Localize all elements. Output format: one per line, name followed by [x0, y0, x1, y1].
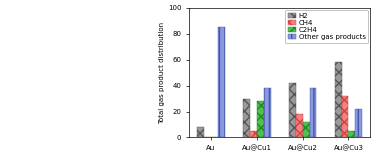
- Bar: [342, 96, 349, 137]
- Y-axis label: Total gas product distribution: Total gas product distribution: [159, 22, 165, 124]
- Bar: [296, 114, 303, 137]
- Bar: [335, 62, 342, 137]
- Bar: [349, 131, 355, 137]
- Bar: [218, 27, 225, 137]
- Bar: [257, 101, 264, 137]
- Legend: H2, CH4, C2H4, Other gas products: H2, CH4, C2H4, Other gas products: [285, 10, 368, 43]
- Bar: [264, 88, 271, 137]
- Bar: [355, 109, 362, 137]
- Bar: [197, 127, 204, 137]
- Bar: [250, 131, 257, 137]
- Bar: [289, 83, 296, 137]
- Bar: [303, 122, 310, 137]
- Bar: [243, 99, 250, 137]
- Bar: [310, 88, 316, 137]
